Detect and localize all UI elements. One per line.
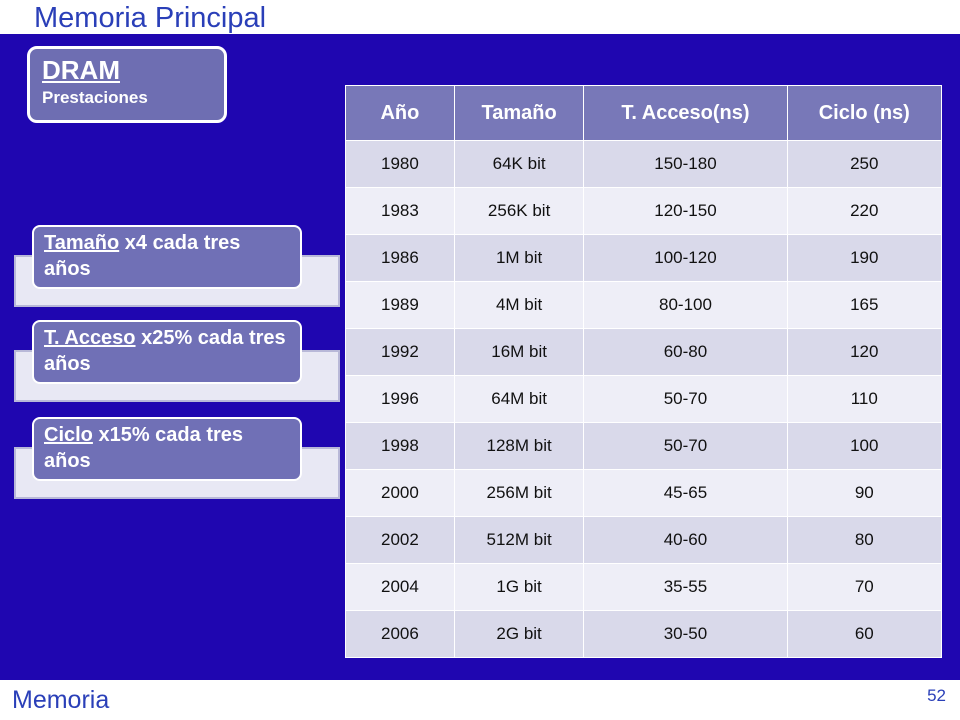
cell-access-time: 50-70 [583, 422, 788, 470]
cell-access-time: 60-80 [583, 328, 788, 376]
dram-title: DRAM [42, 55, 120, 85]
table-row: 2004 1G bit 35-55 70 [345, 563, 943, 611]
header-size: Tamaño [453, 85, 585, 141]
callout-underlined: T. Acceso [44, 327, 136, 349]
cell-access-time: 100-120 [583, 234, 788, 282]
table-row: 2006 2G bit 30-50 60 [345, 610, 943, 658]
cell-year: 1983 [345, 187, 455, 235]
table-header-row: Año Tamaño T. Acceso(ns) Ciclo (ns) [345, 85, 943, 141]
cell-year: 2004 [345, 563, 455, 611]
callout-box: Tamaño x4 cada tres años [32, 225, 302, 289]
cell-cycle: 60 [786, 610, 943, 658]
cell-size: 128M bit [453, 422, 585, 470]
table-row: 2002 512M bit 40-60 80 [345, 516, 943, 564]
cell-access-time: 80-100 [583, 281, 788, 329]
cell-size: 256M bit [453, 469, 585, 517]
page-number: 52 [927, 686, 946, 705]
callout-box: T. Acceso x25% cada tres años [32, 320, 302, 384]
table-row: 1996 64M bit 50-70 110 [345, 375, 943, 423]
cell-size: 16M bit [453, 328, 585, 376]
table-row: 1983 256K bit 120-150 220 [345, 187, 943, 235]
cell-cycle: 100 [786, 422, 943, 470]
cell-size: 64M bit [453, 375, 585, 423]
cell-size: 64K bit [453, 140, 585, 188]
header-cycle: Ciclo (ns) [786, 85, 943, 141]
cell-size: 1G bit [453, 563, 585, 611]
cell-year: 1980 [345, 140, 455, 188]
cell-access-time: 30-50 [583, 610, 788, 658]
cell-year: 1992 [345, 328, 455, 376]
table-row: 1986 1M bit 100-120 190 [345, 234, 943, 282]
cell-cycle: 70 [786, 563, 943, 611]
table-row: 1989 4M bit 80-100 165 [345, 281, 943, 329]
cell-cycle: 190 [786, 234, 943, 282]
cell-year: 1989 [345, 281, 455, 329]
table-row: 1998 128M bit 50-70 100 [345, 422, 943, 470]
cell-access-time: 35-55 [583, 563, 788, 611]
cell-size: 256K bit [453, 187, 585, 235]
cell-size: 512M bit [453, 516, 585, 564]
cell-cycle: 220 [786, 187, 943, 235]
cell-cycle: 90 [786, 469, 943, 517]
callout-text: x15% cada tres años [44, 424, 244, 472]
cell-year: 1986 [345, 234, 455, 282]
cell-access-time: 50-70 [583, 375, 788, 423]
cell-cycle: 165 [786, 281, 943, 329]
callout-text: x4 cada tres años [44, 232, 241, 280]
cell-year: 1996 [345, 375, 455, 423]
cell-size: 2G bit [453, 610, 585, 658]
cell-year: 2002 [345, 516, 455, 564]
dram-subtitle: Prestaciones [42, 88, 148, 107]
cell-size: 4M bit [453, 281, 585, 329]
cell-cycle: 120 [786, 328, 943, 376]
header-access-time: T. Acceso(ns) [583, 85, 788, 141]
dram-performance-table: Año Tamaño T. Acceso(ns) Ciclo (ns) 1980… [345, 85, 943, 658]
cell-access-time: 45-65 [583, 469, 788, 517]
callout-box: Ciclo x15% cada tres años [32, 417, 302, 481]
slide-title: Memoria Principal [34, 2, 267, 34]
cell-access-time: 40-60 [583, 516, 788, 564]
cell-size: 1M bit [453, 234, 585, 282]
callout-underlined: Ciclo [44, 424, 93, 446]
cell-year: 1998 [345, 422, 455, 470]
table-row: 1980 64K bit 150-180 250 [345, 140, 943, 188]
footer-label: Memoria [12, 686, 110, 714]
cell-cycle: 80 [786, 516, 943, 564]
dram-box: DRAM Prestaciones [27, 46, 227, 123]
table-row: 1992 16M bit 60-80 120 [345, 328, 943, 376]
cell-access-time: 150-180 [583, 140, 788, 188]
cell-cycle: 250 [786, 140, 943, 188]
table-row: 2000 256M bit 45-65 90 [345, 469, 943, 517]
cell-access-time: 120-150 [583, 187, 788, 235]
header-year: Año [345, 85, 455, 141]
cell-year: 2006 [345, 610, 455, 658]
cell-year: 2000 [345, 469, 455, 517]
callout-text: x25% cada tres años [44, 327, 286, 375]
callout-underlined: Tamaño [44, 232, 120, 254]
cell-cycle: 110 [786, 375, 943, 423]
